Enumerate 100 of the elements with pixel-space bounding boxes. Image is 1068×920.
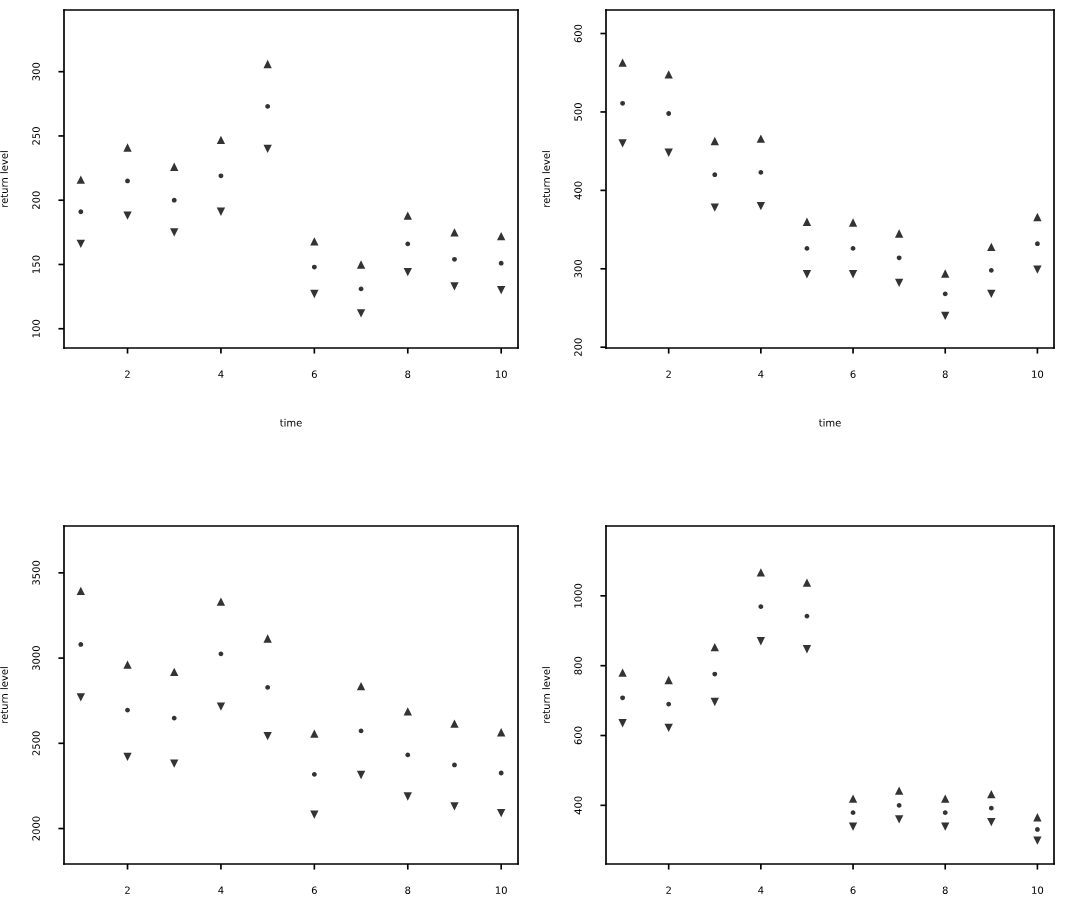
point bbox=[802, 217, 812, 226]
point bbox=[263, 144, 272, 153]
point bbox=[311, 264, 317, 270]
point bbox=[403, 792, 412, 801]
point bbox=[216, 597, 226, 606]
point bbox=[666, 701, 672, 707]
point bbox=[170, 667, 179, 677]
point bbox=[987, 242, 996, 251]
point bbox=[170, 759, 179, 768]
point bbox=[497, 728, 506, 737]
point bbox=[618, 139, 627, 148]
point bbox=[712, 172, 718, 178]
point bbox=[1033, 836, 1042, 845]
point bbox=[78, 209, 84, 215]
point bbox=[987, 289, 996, 299]
point bbox=[311, 771, 317, 777]
point bbox=[712, 671, 718, 677]
point bbox=[310, 810, 319, 819]
point bbox=[218, 173, 224, 179]
point bbox=[896, 802, 902, 808]
point bbox=[802, 578, 812, 587]
point bbox=[1033, 813, 1042, 822]
point bbox=[988, 805, 994, 811]
point bbox=[710, 697, 719, 707]
point bbox=[356, 309, 366, 318]
point bbox=[123, 143, 132, 152]
point bbox=[263, 59, 272, 69]
point bbox=[894, 229, 904, 238]
point bbox=[170, 162, 179, 171]
point bbox=[664, 70, 673, 79]
point bbox=[310, 729, 319, 738]
point bbox=[756, 568, 766, 577]
point bbox=[403, 268, 412, 277]
point bbox=[450, 719, 459, 728]
point bbox=[216, 135, 226, 144]
point bbox=[756, 637, 766, 646]
point bbox=[710, 203, 719, 212]
point bbox=[756, 134, 766, 143]
point bbox=[850, 810, 856, 816]
point bbox=[618, 58, 627, 67]
point bbox=[942, 291, 948, 297]
point bbox=[310, 289, 319, 299]
point bbox=[356, 681, 366, 691]
point bbox=[403, 211, 412, 220]
point bbox=[618, 719, 627, 728]
point bbox=[988, 267, 994, 273]
point bbox=[802, 270, 812, 279]
point bbox=[450, 802, 459, 811]
point bbox=[987, 817, 996, 827]
point bbox=[76, 586, 85, 596]
point bbox=[1033, 265, 1042, 274]
point bbox=[758, 604, 764, 610]
point bbox=[76, 175, 85, 184]
point bbox=[263, 732, 272, 741]
point bbox=[664, 675, 673, 685]
point bbox=[664, 723, 673, 732]
point bbox=[265, 103, 271, 109]
point bbox=[403, 707, 412, 716]
point bbox=[664, 148, 673, 157]
point bbox=[216, 207, 226, 216]
point bbox=[894, 278, 904, 288]
point bbox=[848, 794, 858, 803]
point bbox=[405, 241, 411, 247]
point bbox=[848, 270, 858, 279]
point bbox=[356, 770, 366, 780]
point bbox=[76, 239, 85, 249]
point bbox=[941, 794, 950, 803]
point bbox=[310, 237, 319, 246]
point bbox=[170, 228, 179, 237]
point bbox=[710, 643, 719, 652]
point bbox=[941, 269, 950, 278]
point bbox=[710, 136, 719, 146]
point bbox=[802, 645, 812, 654]
point bbox=[450, 282, 459, 291]
point bbox=[987, 790, 996, 799]
point bbox=[894, 815, 904, 824]
point bbox=[216, 702, 226, 711]
point bbox=[941, 311, 950, 321]
point bbox=[848, 822, 858, 831]
point bbox=[497, 809, 506, 818]
point bbox=[171, 715, 177, 721]
point bbox=[450, 228, 459, 237]
point bbox=[941, 822, 950, 831]
point bbox=[123, 660, 132, 669]
point bbox=[356, 260, 366, 269]
point bbox=[942, 810, 948, 816]
point bbox=[756, 201, 766, 211]
point bbox=[1033, 212, 1042, 222]
point bbox=[894, 786, 904, 795]
point bbox=[123, 752, 132, 762]
point bbox=[498, 260, 504, 266]
point bbox=[618, 668, 627, 677]
point bbox=[497, 232, 506, 241]
point bbox=[405, 752, 411, 758]
point bbox=[848, 218, 858, 227]
point bbox=[758, 169, 764, 175]
point bbox=[896, 255, 902, 261]
point bbox=[123, 211, 132, 220]
point bbox=[76, 693, 85, 702]
point bbox=[171, 197, 177, 203]
